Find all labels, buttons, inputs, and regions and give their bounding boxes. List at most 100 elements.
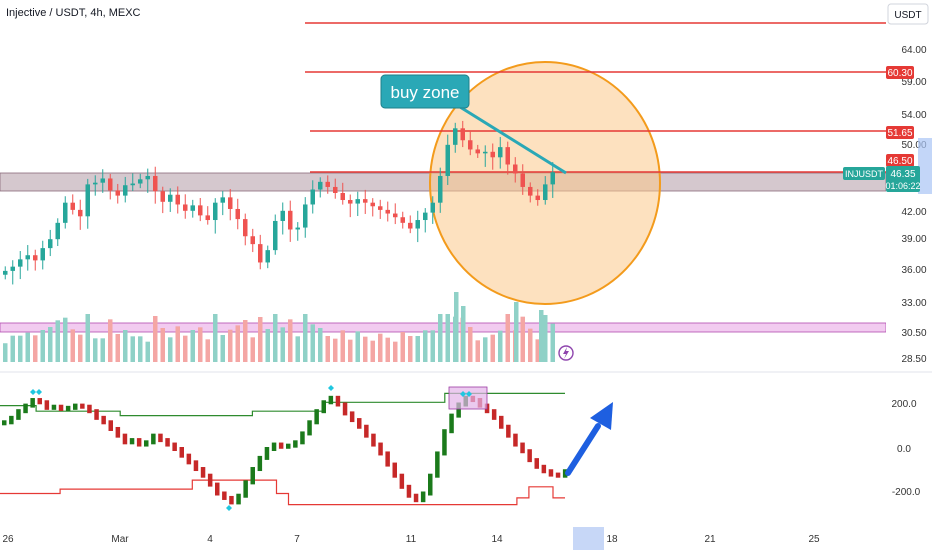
volume-bar [385, 337, 390, 362]
price-axis[interactable]: 64.00 59.00 54.00 50.00 42.00 39.00 36.0… [843, 0, 932, 527]
volume-bar [33, 335, 38, 362]
oscillator-bar [115, 426, 121, 438]
oscillator-bar [186, 453, 192, 465]
level-label: 60.30 [887, 68, 912, 79]
oscillator-bar [58, 404, 64, 411]
diamond-marker [328, 385, 334, 391]
volume-bar [423, 330, 428, 362]
volume-bar [288, 319, 293, 362]
volume-bar [78, 334, 83, 362]
volume-bar [454, 292, 459, 362]
candle-body [550, 172, 555, 185]
time-tick: 25 [808, 534, 820, 545]
volume-bar [378, 333, 383, 362]
volume-bar [475, 340, 480, 362]
oscillator-bar [406, 484, 412, 498]
oscillator-bar [200, 467, 206, 478]
volume-bar [160, 328, 165, 362]
candle-body [93, 182, 98, 185]
price-tick: 36.00 [901, 265, 926, 276]
volume-bar [183, 335, 188, 362]
oscillator-bar [385, 451, 390, 467]
oscillator-bar [357, 418, 362, 429]
volume-bar [258, 317, 263, 362]
candle-body [18, 259, 23, 267]
volume-bar [514, 302, 519, 362]
volume-bar [220, 335, 225, 362]
lightning-icon[interactable] [558, 345, 574, 361]
time-axis[interactable]: 26 Mar 4 7 11 14 18 21 25 [0, 527, 932, 550]
price-tick: 28.50 [901, 354, 926, 365]
oscillator-bar [534, 458, 539, 469]
oscillator-bar [307, 420, 312, 436]
candle-body [483, 151, 488, 154]
oscillator-bar [435, 451, 440, 478]
volume-bar [235, 325, 240, 362]
candle-body [190, 205, 195, 211]
candle-body [460, 128, 465, 141]
volume-bar [310, 324, 315, 362]
oscillator-bar [87, 404, 92, 414]
volume-bar [205, 339, 210, 362]
candle-body [138, 179, 143, 184]
oscillator-bar [364, 424, 369, 438]
volume-bar [213, 314, 218, 362]
oscillator-bar [264, 447, 270, 460]
volume-bar [115, 334, 120, 362]
last-price: 46.35 [890, 169, 915, 180]
time-tick: 26 [2, 534, 14, 545]
price-tick: 33.00 [901, 298, 926, 309]
volume-bars [3, 292, 555, 362]
volume-bar [145, 341, 150, 362]
volume-bar [370, 340, 375, 362]
volume-bar [438, 314, 443, 362]
candlesticks [3, 120, 555, 285]
candle-body [325, 181, 330, 187]
candle-body [498, 147, 503, 158]
resistance-levels [305, 22, 886, 173]
oscillator-bar [300, 431, 305, 445]
candle-body [25, 255, 30, 260]
candle-body [220, 197, 225, 203]
volume-bar [528, 328, 533, 362]
oscillator-bar [229, 495, 234, 505]
candle-body [288, 210, 293, 230]
oscillator-bar [193, 460, 199, 472]
oscillator-bar [73, 403, 78, 410]
diamond-marker [460, 391, 466, 397]
volume-bar [393, 341, 398, 362]
volume-bar [325, 336, 330, 362]
volume-bar [550, 323, 555, 362]
price-tick: 39.00 [901, 234, 926, 245]
oscillator-bar [101, 415, 106, 425]
level-label-box [886, 66, 914, 79]
volume-bar [468, 327, 473, 362]
buy-zone-callout: buy zone [380, 74, 567, 175]
volume-bar [505, 314, 510, 362]
oscillator-bar [80, 403, 85, 409]
volume-bar [100, 338, 105, 362]
oscillator-bar [349, 411, 355, 423]
volume-bar [123, 330, 128, 362]
candle-body [85, 184, 90, 217]
up-arrow [565, 402, 613, 476]
candle-body [370, 202, 375, 207]
callout-label: buy zone [391, 83, 460, 102]
symbol-label-box [843, 167, 885, 180]
diamond-marker [226, 505, 232, 511]
price-tick: 50.00 [901, 140, 926, 151]
oscillator-bar [144, 440, 149, 447]
candle-body [528, 186, 533, 196]
candle-body [520, 173, 525, 187]
candle-body [423, 212, 428, 221]
volume-bar [490, 334, 495, 362]
candle-body [273, 220, 278, 251]
level-label: 46.50 [887, 156, 912, 167]
candle-body [55, 222, 60, 240]
price-tick: 54.00 [901, 110, 926, 121]
oscillator-bar [491, 409, 497, 420]
candle-body [430, 202, 435, 213]
currency-button[interactable]: USDT [887, 3, 929, 25]
volume-bar [250, 337, 255, 362]
